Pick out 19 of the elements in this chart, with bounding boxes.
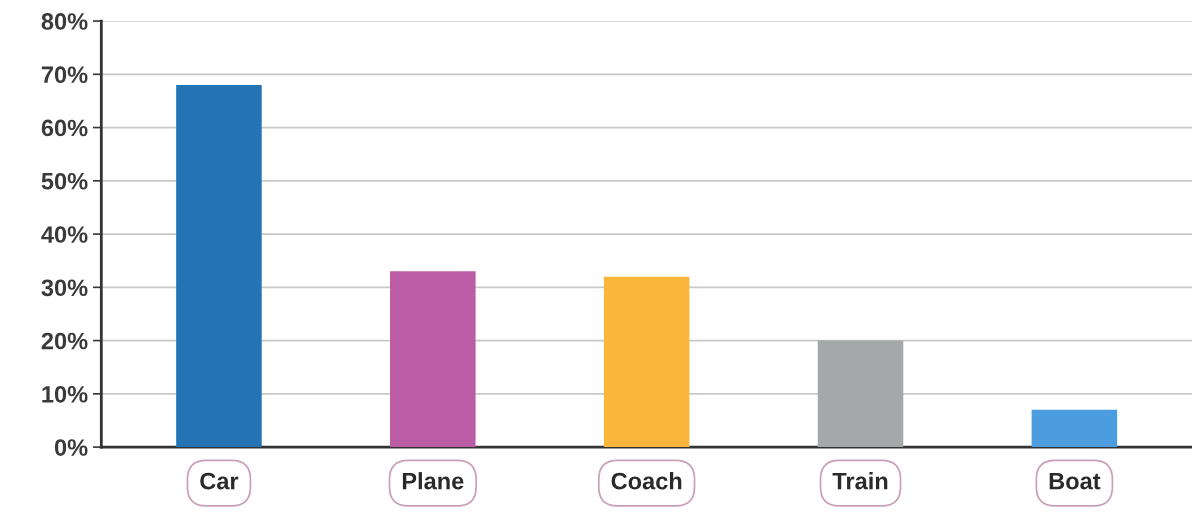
y-tick-label: 50% bbox=[41, 172, 88, 190]
x-tick-label: Car bbox=[200, 472, 239, 490]
x-tick-label: Boat bbox=[1049, 472, 1101, 490]
y-tick-label: 40% bbox=[41, 226, 88, 243]
x-tick-label: Plane bbox=[402, 472, 464, 490]
bar bbox=[817, 340, 904, 448]
bar bbox=[390, 271, 476, 448]
bar bbox=[1031, 409, 1118, 448]
y-tick-label: 0% bbox=[54, 439, 88, 456]
y-tick-label: 70% bbox=[41, 66, 88, 84]
x-tick-label: Train bbox=[832, 472, 888, 490]
y-tick-label: 80% bbox=[41, 13, 88, 30]
y-tick-label: 60% bbox=[41, 119, 88, 137]
bar bbox=[176, 84, 262, 448]
x-tick-label: Coach bbox=[611, 472, 682, 490]
y-tick-label: 30% bbox=[41, 279, 88, 297]
y-tick-label: 10% bbox=[42, 385, 88, 403]
bar bbox=[603, 276, 690, 448]
y-tick-label: 20% bbox=[41, 332, 88, 350]
